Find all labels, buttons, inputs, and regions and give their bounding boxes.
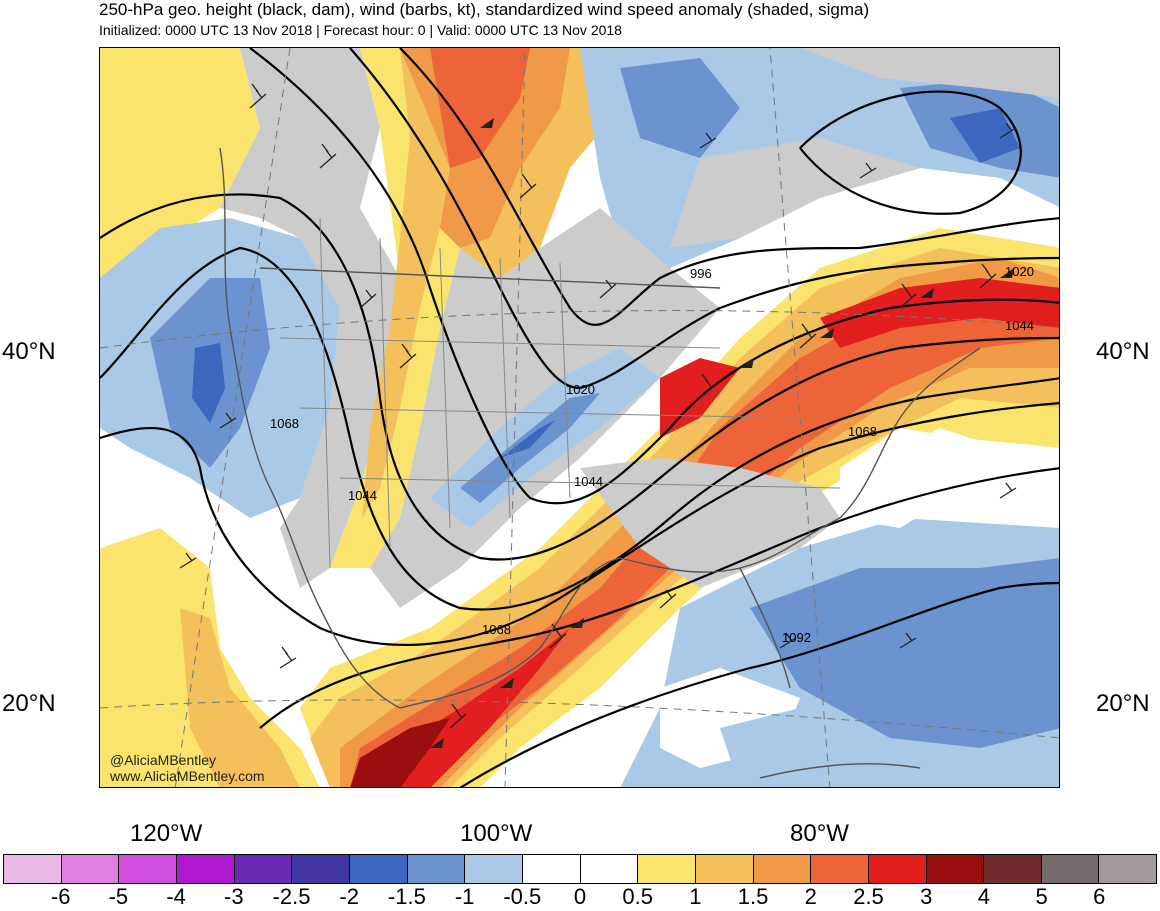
contour-1068b [100,402,1059,646]
shade-gray-ridge [220,48,380,268]
wind-barbs [179,83,1017,729]
colorbar-label: 3 [920,884,933,909]
colorbar-cell [292,855,350,883]
colorbar-label: -1 [454,884,475,909]
state-borders [279,217,841,569]
lat-label-right-40: 40°N [1096,338,1150,365]
colorbar-label: 2 [804,884,817,909]
colorbar-cell [522,855,581,883]
lon-label-80w: 80°W [790,820,849,847]
contour-label: 1020 [566,382,595,397]
shade-blue-ne-deep [950,108,1020,163]
lat-label-left-40: 40°N [2,338,56,365]
map-title: 250-hPa geo. height (black, dam), wind (… [99,0,870,19]
graticule [100,48,1059,787]
contour-label: 1068 [848,424,877,439]
colorbar-label: -4 [166,884,186,909]
contour-1092 [259,467,1059,729]
colorbar-cell [1041,855,1100,883]
colorbar-cell [695,855,754,883]
contour-label: 1068 [482,622,511,637]
colorbar-cell [176,855,235,883]
shade-gray-north [800,48,1059,98]
map-subtitle: Initialized: 0000 UTC 13 Nov 2018 | Fore… [99,22,622,38]
contour-1068a [100,246,1059,611]
shade-white-sw [100,428,200,548]
contour-1044a [249,48,1059,505]
wind-pennants [430,118,1014,748]
colorbar-label: -1.5 [387,884,426,909]
colorbar-cell [119,855,177,883]
map-canvas: 996 1020 1020 1044 1044 1044 1068 1068 1… [100,48,1059,787]
colorbar-cell [234,855,293,883]
contour-south [459,581,1059,787]
colorbar-cell [926,855,985,883]
colorbar-label: -2 [339,884,359,909]
shade-red3-jet-ne [820,278,1059,348]
colorbar [3,854,1157,884]
contour-1020-north [349,48,1059,390]
colorbar-cell [61,855,120,883]
height-contours [100,48,1059,787]
colorbar-cell [753,855,812,883]
colorbar-cell [811,855,869,883]
shade-orange-sw [180,608,300,787]
coastlines [219,147,981,779]
contour-label: 1044 [1005,318,1034,333]
colorbar-label: 4 [977,884,991,909]
contour-label: 1092 [782,630,811,645]
colorbar-cell [1099,855,1157,883]
shade-blue-pacific-deep [192,343,225,423]
lon-label-120w: 120°W [130,820,203,847]
colorbar-cell [465,855,523,883]
credit-handle: @AliciaMBentley [110,752,217,768]
colorbar-cell [580,855,639,883]
credit-site: www.AliciaMBentley.com [110,768,265,784]
colorbar-cell [349,855,408,883]
colorbar-label: -0.5 [503,884,542,909]
lat-label-right-20: 20°N [1096,690,1150,717]
colorbar-label: 1 [689,884,702,909]
shade-blue-north-core [620,58,740,158]
colorbar-label: -3 [224,884,244,909]
shade-blue-south-core [750,558,1059,748]
colorbar-cell [407,855,466,883]
contour-label: 1020 [1005,264,1034,279]
colorbar-cell [868,855,927,883]
contour-label: 996 [690,266,712,281]
colorbar-label: 0.5 [622,884,653,909]
contour-label: 1044 [574,474,603,489]
shade-orange-west-jet [362,48,470,518]
shade-red-north [430,48,530,168]
weather-map: 996 1020 1020 1044 1044 1044 1068 1068 1… [99,47,1060,788]
lat-label-left-20: 20°N [2,690,56,717]
colorbar-label: -2.5 [272,884,311,909]
contour-label: 1068 [270,416,299,431]
colorbar-cell [984,855,1042,883]
lon-label-100w: 100°W [460,820,533,847]
colorbar-label: -5 [108,884,129,909]
colorbar-cell [4,855,62,883]
contour-label: 1044 [348,488,377,503]
colorbar-label: 1.5 [737,884,769,909]
shade-gray-mid-north [670,138,920,248]
colorbar-label: 0 [573,884,587,909]
contour-ne-loop [799,90,1022,215]
colorbar-label: -6 [50,884,71,909]
colorbar-label: 5 [1035,884,1048,909]
colorbar-cell [638,855,696,883]
contour-1044b [100,193,1059,561]
shade-darkred-jet-sw [350,718,450,787]
colorbar-label: 6 [1093,884,1106,909]
shade-yellow-nw [100,48,260,278]
shade-gray-caribbean [720,708,880,787]
contour-996 [399,48,1059,326]
colorbar-label: 2.5 [853,884,884,909]
contour-label-group: 996 1020 1020 1044 1044 1044 1068 1068 1… [270,264,1034,645]
